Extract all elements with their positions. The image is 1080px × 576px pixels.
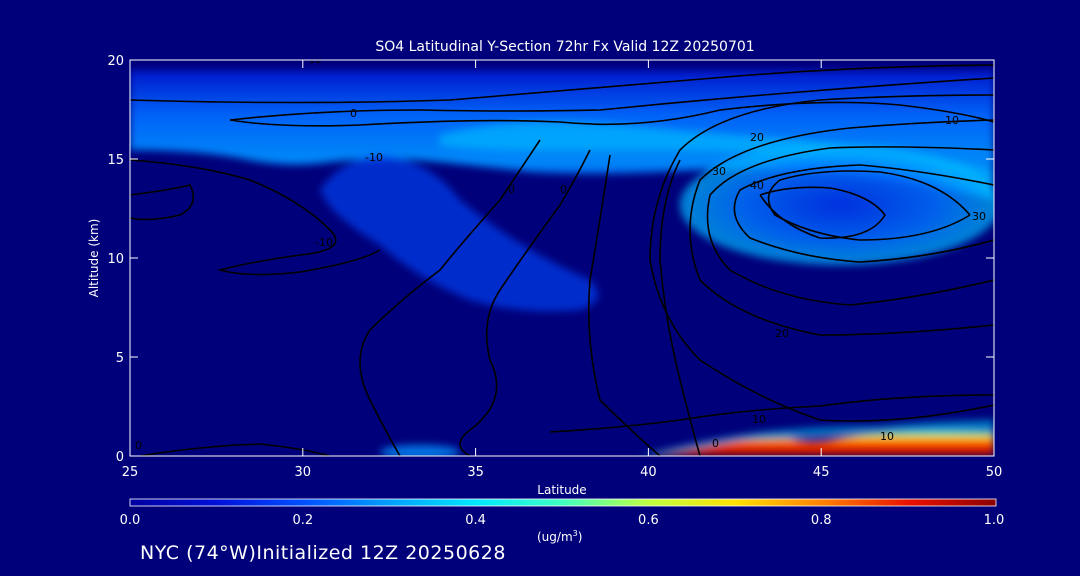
x-tick-label: 25 [122, 465, 139, 480]
x-axis: 25 30 35 40 45 50 [122, 60, 1003, 480]
chart-title: SO4 Latitudinal Y-Section 72hr Fx Valid … [375, 39, 754, 55]
contour-label: 0 [508, 183, 515, 196]
colorbar-tick-label: 0.4 [465, 513, 486, 528]
y-tick-label: 5 [116, 351, 124, 366]
contour-label: 0 [350, 107, 357, 120]
plume-tongue [320, 155, 598, 312]
surface-layer [650, 430, 994, 456]
contour-label: 20 [750, 131, 764, 144]
x-tick-label: 40 [640, 465, 657, 480]
colorbar-tick-label: 1.0 [984, 513, 1005, 528]
x-tick-label: 50 [986, 465, 1003, 480]
contour-label: 0 [135, 439, 142, 452]
x-tick-label: 35 [467, 465, 484, 480]
surface-halo [640, 420, 994, 456]
x-tick-label: 45 [813, 465, 830, 480]
colorbar-ticks: 0.0 0.2 0.4 0.6 0.8 1.0 [120, 513, 1005, 528]
contour-label: 40 [750, 179, 764, 192]
upper-layer-bright [440, 121, 994, 200]
contour-label: 0 [560, 183, 567, 196]
colorbar [129, 498, 997, 507]
colorbar-tick-label: 0.6 [638, 513, 659, 528]
y-tick-label: 15 [107, 153, 124, 168]
colorbar-tick-label: 0.8 [811, 513, 832, 528]
contour-label: -10 [365, 151, 383, 164]
y-tick-label: 10 [107, 252, 124, 267]
x-axis-label: Latitude [537, 483, 586, 497]
contour-label: 30 [972, 210, 986, 223]
contour-labels: -10 0 -10 0 0 -10 0 10 20 30 40 20 30 10… [135, 55, 986, 452]
contour-label: 30 [712, 165, 726, 178]
contour-label: -10 [315, 236, 333, 249]
colorbar-tick-label: 0.2 [292, 513, 313, 528]
y-axis-label: Altitude (km) [87, 219, 101, 298]
contour-label: 10 [880, 430, 894, 443]
colorbar-unit: (ug/m [537, 530, 573, 544]
y-tick-label: 20 [107, 54, 124, 69]
contour-label: 0 [712, 437, 719, 450]
colorbar-unit-label: (ug/m3) [537, 529, 582, 544]
y-tick-label: 0 [116, 450, 124, 465]
contour-label: -10 [305, 55, 321, 66]
colorbar-unit-end: ) [578, 530, 583, 544]
y-axis: 0 5 10 15 20 [107, 54, 994, 465]
contour-lines [130, 64, 994, 456]
plot-area: -10 0 -10 0 0 -10 0 10 20 30 40 20 30 10… [130, 55, 994, 456]
contour-label: 10 [945, 114, 959, 127]
jet-core-blob [680, 145, 994, 265]
x-tick-label: 30 [295, 465, 312, 480]
colorbar-unit-sup: 3 [573, 529, 578, 538]
surface-patch [380, 445, 460, 456]
contour-label: 20 [775, 327, 789, 340]
init-footer: NYC (74°W)Initialized 12Z 20250628 [140, 542, 506, 564]
colorbar-tick-label: 0.0 [120, 513, 141, 528]
contour-label: 10 [752, 413, 766, 426]
